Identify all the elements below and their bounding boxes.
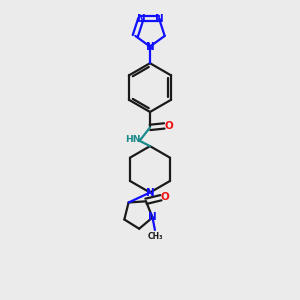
Text: N: N — [146, 188, 154, 197]
Text: N: N — [146, 42, 154, 52]
Text: O: O — [164, 121, 173, 131]
Text: N: N — [136, 14, 145, 24]
Text: N: N — [155, 14, 164, 24]
Text: N: N — [148, 212, 157, 223]
Text: O: O — [161, 192, 170, 202]
Text: HN: HN — [125, 135, 141, 144]
Text: CH₃: CH₃ — [147, 232, 163, 241]
